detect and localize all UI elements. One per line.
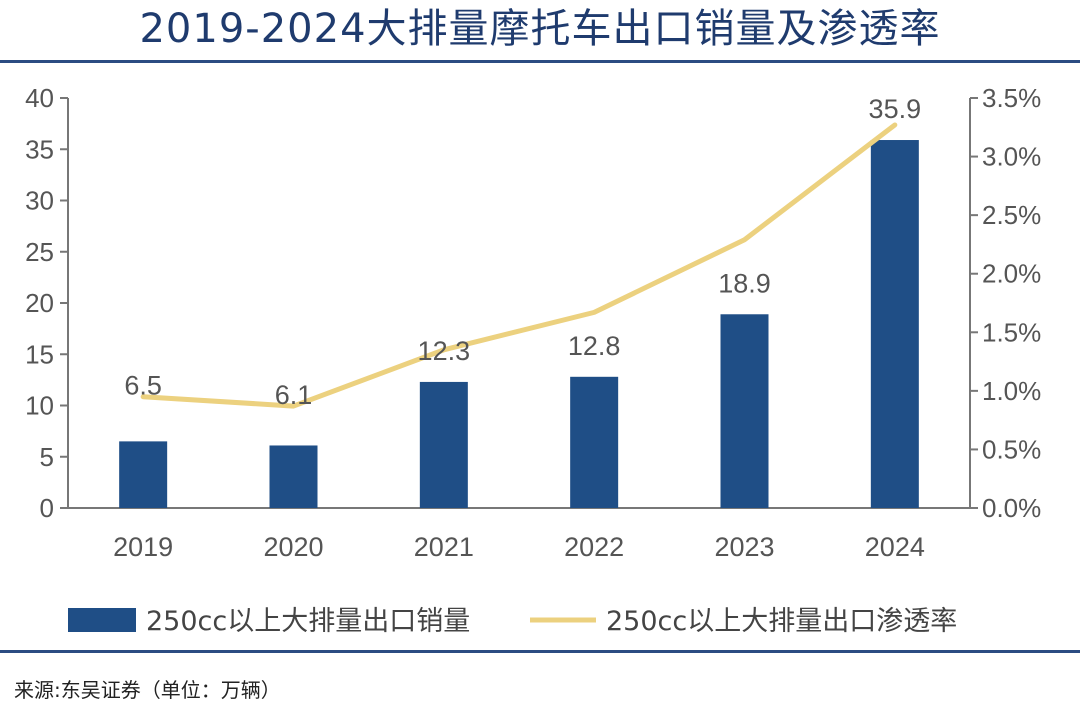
bar-2019 — [119, 441, 168, 508]
x-tick-label: 2019 — [113, 532, 173, 562]
legend-line-label: 250cc以上大排量出口渗透率 — [606, 606, 957, 637]
bar-value-label: 12.3 — [418, 336, 471, 366]
top-divider — [0, 60, 1080, 63]
bar-value-label: 35.9 — [869, 94, 922, 124]
source-note: 来源:东吴证券（单位：万辆） — [14, 678, 281, 702]
bar-value-label: 12.8 — [568, 331, 621, 361]
right-tick-label: 2.5% — [982, 200, 1041, 230]
left-tick-label: 30 — [25, 186, 54, 216]
bar-2021 — [419, 381, 468, 508]
left-tick-label: 0 — [40, 493, 54, 523]
bar-2023 — [720, 314, 769, 508]
bar-2024 — [870, 140, 919, 508]
right-tick-label: 0.0% — [982, 493, 1041, 523]
x-tick-label: 2022 — [564, 532, 624, 562]
left-tick-label: 35 — [25, 134, 54, 164]
bottom-divider — [0, 650, 1080, 653]
right-tick-label: 0.5% — [982, 434, 1041, 464]
right-tick-label: 3.5% — [982, 83, 1041, 113]
right-tick-label: 2.0% — [982, 259, 1041, 289]
x-tick-label: 2024 — [865, 532, 925, 562]
right-tick-label: 3.0% — [982, 142, 1041, 172]
left-tick-label: 5 — [40, 442, 54, 472]
bar-2022 — [570, 376, 619, 508]
chart-title: 2019-2024大排量摩托车出口销量及渗透率 — [139, 6, 941, 52]
right-tick-label: 1.5% — [982, 317, 1041, 347]
bar-value-label: 18.9 — [718, 268, 771, 298]
right-tick-label: 1.0% — [982, 376, 1041, 406]
left-tick-label: 10 — [25, 391, 54, 421]
bar-value-label: 6.1 — [275, 380, 313, 410]
legend-bar-label: 250cc以上大排量出口销量 — [146, 606, 470, 637]
left-tick-label: 20 — [25, 288, 54, 318]
legend-bar-swatch — [68, 608, 136, 632]
left-tick-label: 25 — [25, 237, 54, 267]
x-tick-label: 2020 — [263, 532, 323, 562]
left-tick-label: 15 — [25, 339, 54, 369]
x-tick-label: 2023 — [714, 532, 774, 562]
bar-value-label: 6.5 — [124, 371, 162, 401]
penetration-rate-line — [140, 122, 898, 409]
left-tick-label: 40 — [25, 83, 54, 113]
chart-canvas: 0 5 10 15 20 25 30 35 40 0.0% 0.5% 1.0% 1.5% 2.0% 2.5%… — [25, 83, 1041, 637]
x-tick-label: 2021 — [414, 532, 474, 562]
bar-2020 — [269, 445, 318, 508]
